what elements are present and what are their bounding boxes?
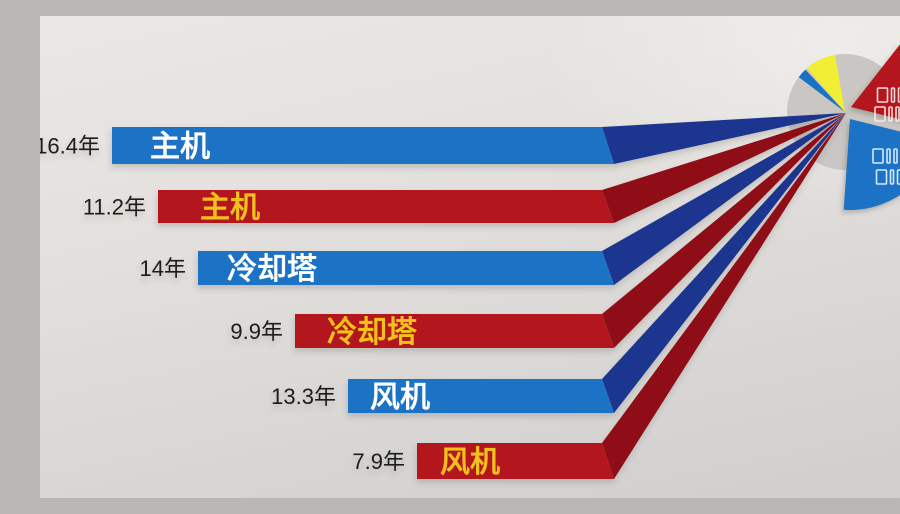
flow-bars-group: 16.4年主机11.2年主机14年冷却塔9.9年冷却塔13.3年风机7.9年风机 [40, 113, 846, 479]
slice-blue-exploded-group [844, 119, 900, 210]
bar-value-label: 9.9年 [230, 319, 283, 344]
bar-category-label: 主机 [200, 192, 260, 225]
bar-value-label: 13.3年 [271, 384, 336, 409]
chart-canvas: 16.4年主机11.2年主机14年冷却塔9.9年冷却塔13.3年风机7.9年风机 [40, 16, 900, 498]
bar-category-label: 冷却塔 [327, 316, 418, 349]
bar-value-label: 7.9年 [352, 449, 405, 474]
bar-value-label: 14年 [140, 256, 186, 281]
bar-value-label: 11.2年 [83, 195, 146, 220]
bar-category-label: 风机 [440, 446, 500, 479]
bar-value-label: 16.4年 [40, 134, 100, 159]
bar-row: 7.9年 风机 [352, 113, 846, 479]
bar-category-label: 风机 [370, 381, 430, 414]
bar-category-label: 主机 [150, 131, 210, 164]
slice-blue-exploded [844, 119, 900, 210]
bar-category-label: 冷却塔 [227, 253, 318, 286]
